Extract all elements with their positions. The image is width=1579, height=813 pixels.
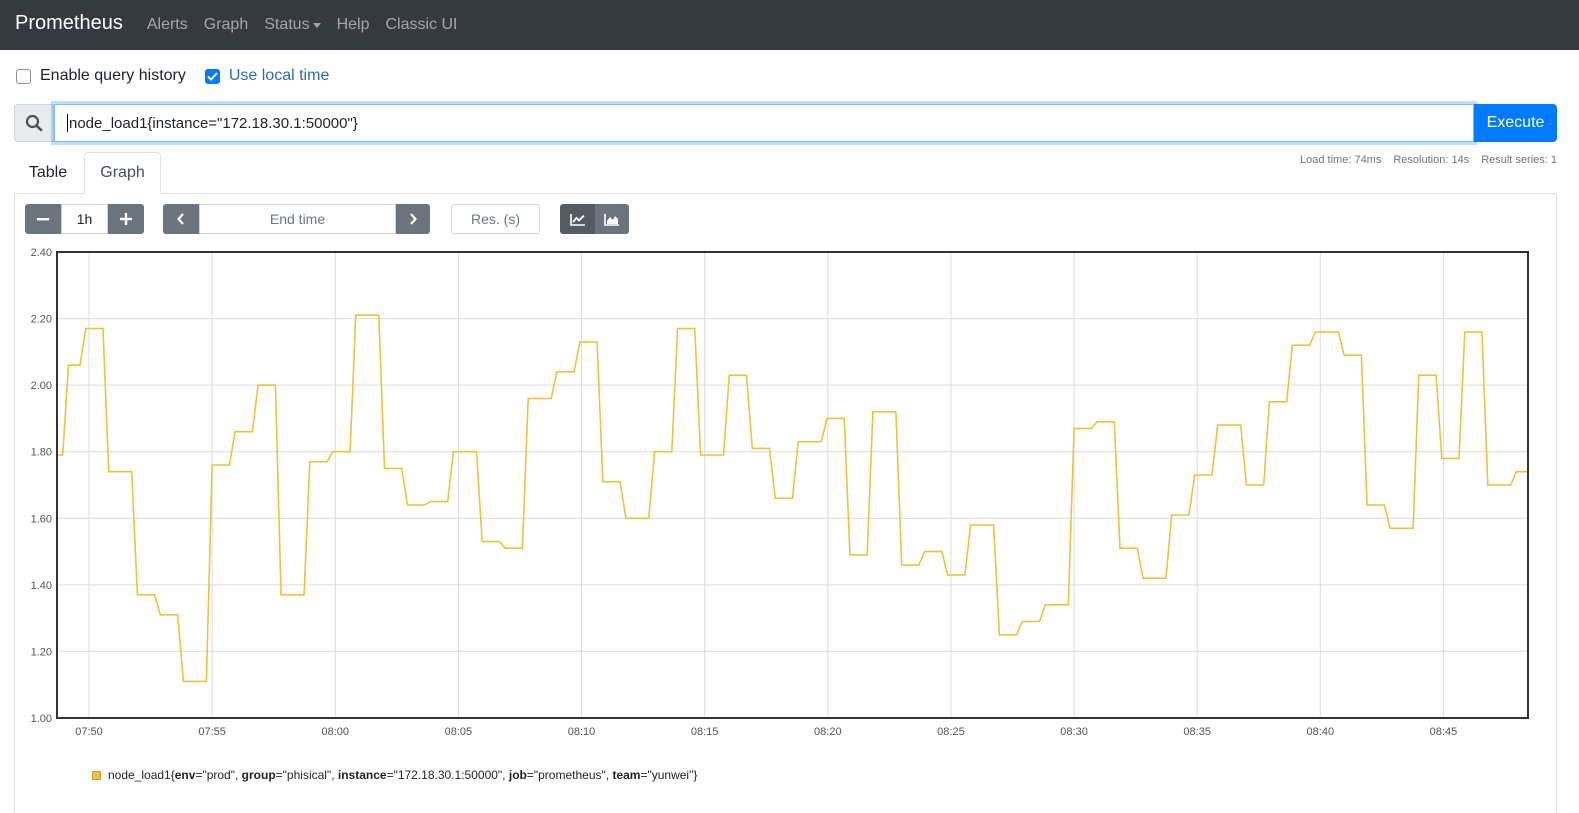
brand-logo[interactable]: Prometheus bbox=[15, 11, 123, 34]
local-time-checkbox[interactable] bbox=[204, 68, 220, 84]
resolution-stat: Resolution: 14s bbox=[1393, 154, 1470, 166]
later-button[interactable] bbox=[396, 204, 430, 234]
execute-button[interactable]: Execute bbox=[1474, 104, 1557, 142]
legend-label-value: ="172.18.30.1:50000", bbox=[386, 768, 509, 782]
query-bar: node_load1{instance="172.18.30.1:50000"}… bbox=[14, 104, 1557, 142]
chevron-right-icon bbox=[410, 213, 417, 225]
range-input[interactable]: 1h bbox=[61, 204, 108, 234]
chart-mode-toggle bbox=[560, 204, 629, 234]
legend-label-key: instance bbox=[337, 768, 387, 782]
result-series: Result series: 1 bbox=[1481, 154, 1557, 166]
load-time: Load time: 74ms bbox=[1300, 154, 1382, 166]
line-chart-icon bbox=[569, 213, 585, 226]
check-icon bbox=[207, 71, 218, 81]
legend-label-key: job bbox=[508, 768, 527, 782]
end-time-input[interactable]: End time bbox=[199, 204, 396, 234]
decrease-range-button[interactable] bbox=[25, 204, 61, 234]
local-time-label[interactable]: Use local time bbox=[228, 67, 330, 84]
tab-table[interactable]: Table bbox=[28, 163, 68, 181]
text-cursor bbox=[67, 114, 68, 132]
plus-icon bbox=[120, 213, 132, 225]
legend-label-value: ="prod", bbox=[195, 768, 242, 782]
nav-graph[interactable]: Graph bbox=[203, 16, 249, 33]
increase-range-button[interactable] bbox=[108, 204, 144, 234]
navbar: Prometheus Alerts Graph Status Help Clas… bbox=[0, 0, 1579, 50]
area-chart-icon bbox=[604, 213, 619, 226]
end-time-control: End time bbox=[163, 204, 430, 234]
options-row: Enable query history Use local time bbox=[16, 67, 329, 85]
legend-swatch bbox=[92, 770, 101, 780]
expression-text: node_load1{instance="172.18.30.1:50000"} bbox=[69, 114, 358, 132]
minus-icon bbox=[37, 218, 49, 221]
legend-label-key: team bbox=[612, 768, 641, 782]
legend-label-value: ="yunwei" bbox=[640, 768, 694, 782]
search-icon bbox=[14, 104, 54, 142]
earlier-button[interactable] bbox=[163, 204, 199, 234]
nav-help[interactable]: Help bbox=[336, 16, 370, 33]
nav-status-dropdown[interactable]: Status bbox=[264, 16, 321, 34]
nav-alerts[interactable]: Alerts bbox=[146, 16, 188, 33]
line-mode-button[interactable] bbox=[560, 204, 595, 234]
expression-input[interactable]: node_load1{instance="172.18.30.1:50000"} bbox=[54, 104, 1474, 142]
result-tabs: Table Graph bbox=[14, 152, 1557, 194]
legend-label-key: group bbox=[241, 768, 276, 782]
tab-graph[interactable]: Graph bbox=[84, 152, 161, 194]
query-history-checkbox[interactable] bbox=[16, 68, 31, 84]
query-history-label[interactable]: Enable query history bbox=[40, 67, 186, 84]
resolution-control: Res. (s) bbox=[451, 204, 540, 234]
graph-panel bbox=[14, 193, 1557, 813]
resolution-input[interactable]: Res. (s) bbox=[451, 204, 540, 234]
chevron-left-icon bbox=[177, 213, 184, 225]
stacked-mode-button[interactable] bbox=[595, 204, 629, 234]
caret-down-icon bbox=[312, 22, 321, 28]
query-stats: Load time: 74ms Resolution: 14s Result s… bbox=[1300, 154, 1557, 166]
legend-label-key: env bbox=[174, 768, 196, 782]
nav-status-label: Status bbox=[264, 16, 310, 33]
legend-labels: env="prod", group="phisical", instance="… bbox=[175, 768, 694, 782]
chart-legend: node_load1{env="prod", group="phisical",… bbox=[92, 768, 697, 782]
legend-label-value: ="prometheus", bbox=[526, 768, 613, 782]
legend-metric: node_load1 bbox=[108, 768, 171, 782]
legend-label-value: ="phisical", bbox=[275, 768, 338, 782]
nav-classic-ui[interactable]: Classic UI bbox=[385, 16, 458, 33]
range-control: 1h bbox=[25, 204, 144, 234]
